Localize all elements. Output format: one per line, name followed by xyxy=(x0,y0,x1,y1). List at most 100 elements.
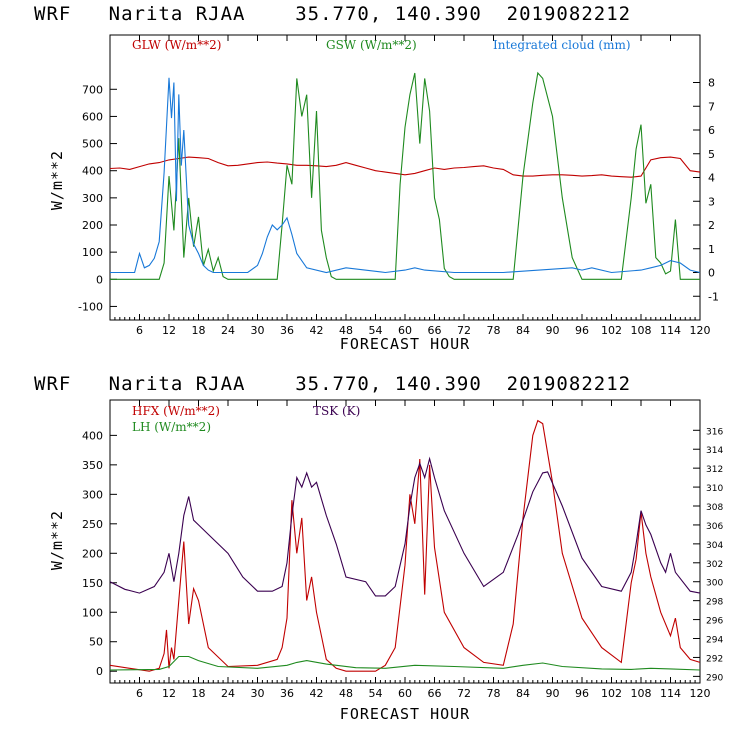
y2-tick-label: 3 xyxy=(708,195,715,208)
x-axis-label: FORECAST HOUR xyxy=(340,705,470,723)
series-line-1 xyxy=(109,655,701,671)
y-axis-label: W/m**2 xyxy=(48,150,66,210)
x-tick-label: 84 xyxy=(516,324,530,337)
y2-tick-label: 6 xyxy=(708,124,715,137)
y2-tick-label: 310 xyxy=(706,484,723,494)
y-tick-label: 300 xyxy=(82,192,103,205)
x-tick-label: 84 xyxy=(516,687,530,700)
x-tick-label: 42 xyxy=(310,687,324,700)
x-tick-label: 48 xyxy=(339,687,353,700)
y2-tick-label: 290 xyxy=(706,673,723,683)
y2-tick-label: 7 xyxy=(708,100,715,113)
x-tick-label: 78 xyxy=(487,687,501,700)
y2-tick-label: 0 xyxy=(708,267,715,280)
y-tick-label: 50 xyxy=(89,636,103,649)
y-tick-label: 600 xyxy=(82,110,103,123)
x-tick-label: 6 xyxy=(136,687,143,700)
y2-tick-label: 312 xyxy=(706,465,723,475)
x-tick-label: 66 xyxy=(428,324,442,337)
y-tick-label: 400 xyxy=(82,429,103,442)
x-tick-label: 96 xyxy=(575,324,589,337)
x-tick-label: 54 xyxy=(369,687,383,700)
y-tick-label: 100 xyxy=(82,606,103,619)
y2-tick-label: 2 xyxy=(708,219,715,232)
y2-tick-label: 300 xyxy=(706,579,723,589)
x-tick-label: 6 xyxy=(136,324,143,337)
x-tick-label: 120 xyxy=(690,324,711,337)
y2-tick-label: -1 xyxy=(708,290,719,303)
y2-tick-label: 316 xyxy=(706,427,723,437)
x-tick-label: 60 xyxy=(398,687,412,700)
plot-frame xyxy=(109,34,701,321)
y-tick-label: 100 xyxy=(82,246,103,259)
y-tick-label: 500 xyxy=(82,138,103,151)
x-tick-label: 102 xyxy=(601,324,622,337)
y-tick-label: 200 xyxy=(82,219,103,232)
x-tick-label: 36 xyxy=(280,324,294,337)
x-tick-label: 102 xyxy=(601,687,622,700)
y2-tick-label: 4 xyxy=(708,172,715,185)
chart-bottom: 6 12 18 24 30 36 42 48 54 60 66 72 78 84 90 96 102 108 114… xyxy=(48,399,723,723)
chart-title-top: WRF Narita RJAA 35.770, 140.390 20190822… xyxy=(34,3,632,25)
series-line-2 xyxy=(110,77,701,274)
y-tick-label: 250 xyxy=(82,518,103,531)
series-line-0 xyxy=(109,156,701,178)
y-axis-label: W/m**2 xyxy=(48,510,66,570)
x-tick-label: 24 xyxy=(221,687,235,700)
y2-tick-label: 298 xyxy=(706,598,723,608)
y2-tick-label: 304 xyxy=(706,541,723,551)
y-tick-label: 350 xyxy=(82,459,103,472)
x-tick-label: 108 xyxy=(631,324,652,337)
legend-label-0: GLW (W/m**2) xyxy=(132,38,221,52)
series-line-0 xyxy=(109,419,701,672)
x-tick-label: 114 xyxy=(660,324,681,337)
y2-tick-label: 302 xyxy=(706,560,723,570)
legend-label-2: TSK (K) xyxy=(313,404,360,418)
y2-tick-label: 292 xyxy=(706,654,723,664)
y-tick-label: 200 xyxy=(82,547,103,560)
series-line-2 xyxy=(109,456,701,597)
legend-label-2: Integrated cloud (mm) xyxy=(493,38,631,52)
x-tick-label: 18 xyxy=(192,687,206,700)
y2-tick-label: 296 xyxy=(706,617,723,627)
y-tick-label: 400 xyxy=(82,165,103,178)
legend-label-0: HFX (W/m**2) xyxy=(132,404,220,418)
chart-top: 6 12 18 24 30 36 42 48 54 60 66 72 78 84 90 96 102 108 114… xyxy=(48,34,719,353)
legend-label-1: LH (W/m**2) xyxy=(132,420,211,434)
x-tick-label: 24 xyxy=(221,324,235,337)
chart-title-bottom: WRF Narita RJAA 35.770, 140.390 20190822… xyxy=(34,373,632,395)
x-tick-label: 90 xyxy=(546,687,560,700)
y-tick-label: 0 xyxy=(96,665,103,678)
y2-tick-label: 314 xyxy=(706,446,723,456)
x-tick-label: 18 xyxy=(192,324,206,337)
y2-tick-label: 5 xyxy=(708,148,715,161)
x-tick-label: 48 xyxy=(339,324,353,337)
y2-tick-label: 8 xyxy=(708,77,715,90)
x-tick-label: 90 xyxy=(546,324,560,337)
y2-tick-label: 308 xyxy=(706,503,723,513)
legend-label-1: GSW (W/m**2) xyxy=(326,38,417,52)
x-tick-label: 12 xyxy=(162,687,176,700)
x-tick-label: 108 xyxy=(631,687,652,700)
x-tick-label: 114 xyxy=(660,687,681,700)
x-tick-label: 120 xyxy=(690,687,711,700)
x-tick-label: 72 xyxy=(457,324,471,337)
x-axis-label: FORECAST HOUR xyxy=(340,335,470,353)
x-tick-label: 72 xyxy=(457,687,471,700)
y2-tick-label: 294 xyxy=(706,636,723,646)
y2-tick-label: 1 xyxy=(708,243,715,256)
y-tick-label: 0 xyxy=(96,273,103,286)
x-tick-label: 30 xyxy=(251,687,265,700)
x-tick-label: 60 xyxy=(398,324,412,337)
x-tick-label: 66 xyxy=(428,687,442,700)
y-tick-label: 300 xyxy=(82,488,103,501)
series-line-1 xyxy=(110,71,700,280)
x-tick-label: 54 xyxy=(369,324,383,337)
x-tick-label: 78 xyxy=(487,324,501,337)
x-tick-label: 96 xyxy=(575,687,589,700)
x-tick-label: 42 xyxy=(310,324,324,337)
x-tick-label: 30 xyxy=(251,324,265,337)
y-tick-label: 700 xyxy=(82,83,103,96)
y-tick-label: 150 xyxy=(82,577,103,590)
x-tick-label: 36 xyxy=(280,687,294,700)
